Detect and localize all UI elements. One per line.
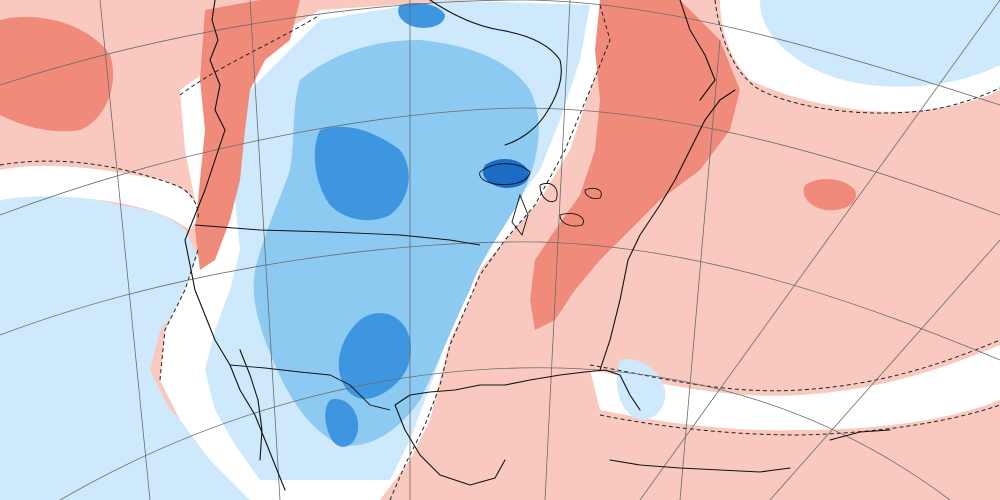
political-borders (194, 224, 481, 411)
florida-cool-region (616, 359, 666, 420)
zero-contour-atlantic (589, 339, 1000, 436)
ne-pacific-warm-region (0, 16, 114, 132)
mexico-cool-strong-region (325, 399, 359, 447)
pacific-neutral-band (0, 165, 200, 230)
zero-contour-continent (159, 4, 611, 500)
hudson-bay (429, 0, 562, 146)
subtropical-neutral-band (590, 345, 1000, 431)
atlantic-warm-spot (803, 178, 856, 211)
zero-contour-pacific (0, 160, 199, 221)
texas-cool-strong-region (338, 312, 411, 399)
pacific-cool-region (0, 194, 250, 500)
plains-cool-strong-region (314, 126, 409, 221)
great-lakes-cool-deep-region (482, 158, 529, 188)
coastlines (184, 0, 891, 491)
zero-contour-north (714, 0, 1000, 114)
north-atlantic-cool-region (760, 0, 1000, 87)
eastern-warm-region (530, 0, 740, 330)
west-coast-warm-region (195, 0, 300, 270)
great-lakes (479, 163, 602, 236)
